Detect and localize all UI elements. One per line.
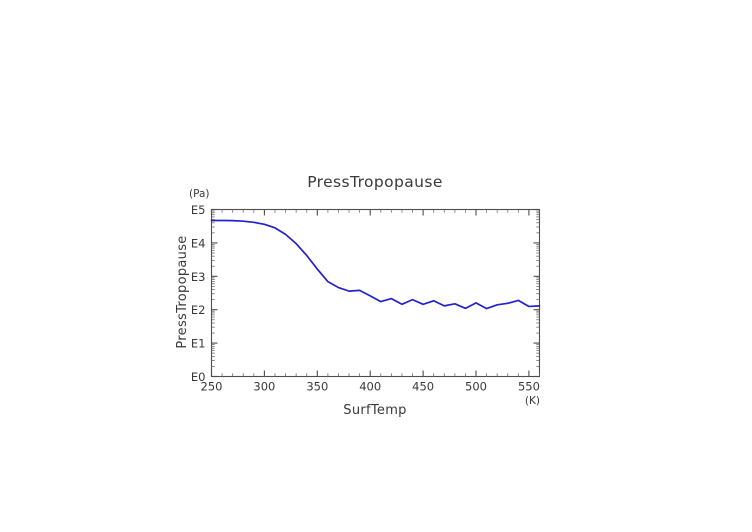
data-line-presstropopause (210, 219, 541, 310)
y-tick-label: E3 (191, 270, 206, 284)
y-tick-label: E0 (191, 370, 206, 384)
y-axis-tick-labels: E0 E1 E2 E3 E4 E5 (191, 203, 206, 384)
y-tick-label: E4 (191, 236, 206, 250)
plot-frame (210, 208, 541, 378)
x-axis-ticks (210, 209, 540, 377)
x-axis-label: SurfTemp (343, 403, 406, 418)
y-tick-label: E5 (191, 203, 206, 217)
x-tick-label: 500 (465, 380, 487, 394)
y-axis-label: PressTropopause (175, 235, 190, 348)
x-tick-label: 450 (412, 380, 434, 394)
x-axis-unit-label: (K) (525, 395, 540, 407)
plot-box (210, 208, 541, 378)
y-axis-unit-label: (Pa) (189, 188, 210, 200)
x-tick-label: 550 (518, 380, 540, 394)
chart-title: PressTropopause (307, 173, 443, 191)
x-tick-label: 300 (253, 380, 275, 394)
x-tick-label: 400 (359, 380, 381, 394)
x-tick-label: 250 (201, 380, 223, 394)
y-axis-ticks (211, 208, 540, 378)
y-tick-label: E1 (191, 337, 206, 351)
y-tick-label: E2 (191, 303, 206, 317)
x-tick-label: 350 (306, 380, 328, 394)
x-axis-tick-labels: 250 300 350 400 450 500 550 (201, 380, 540, 394)
data-series-layer (210, 219, 541, 310)
